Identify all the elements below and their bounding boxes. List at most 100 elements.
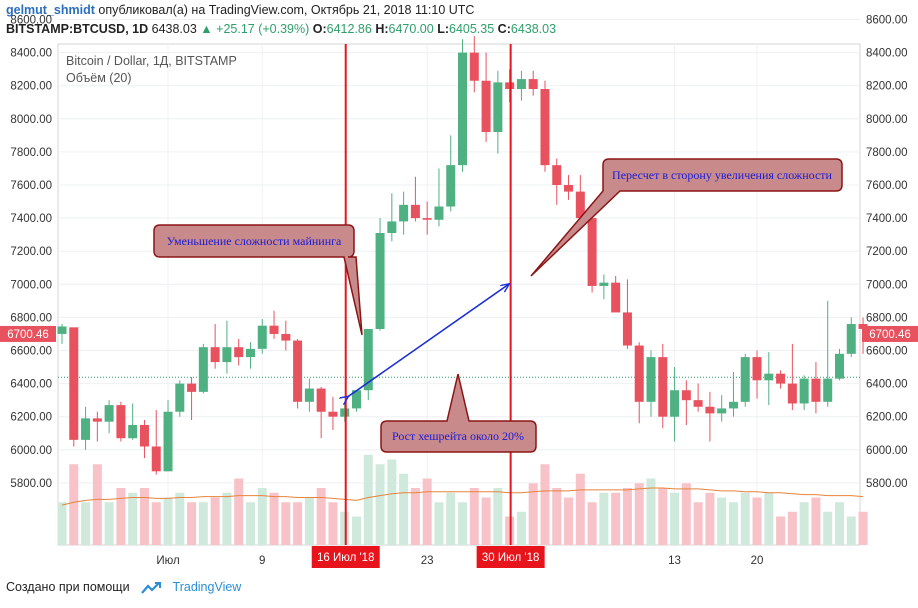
close-value: 6438.03: [510, 22, 557, 36]
callout-difficulty-decrease[interactable]: Уменьшение сложности майнинга: [153, 224, 363, 336]
candle-body: [422, 218, 432, 220]
volume-bar: [104, 502, 114, 545]
tradingview-link[interactable]: TradingView: [172, 580, 242, 594]
volume-bar: [81, 502, 91, 545]
callout-hashrate-growth[interactable]: Рост хешрейта около 20%: [380, 373, 537, 453]
candle-body: [646, 357, 656, 402]
candle-body: [764, 373, 774, 381]
price-chart[interactable]: 5800.00 5800.00 6000.00 6000.00 6200.00 6200.…: [0, 0, 918, 575]
volume-bar: [787, 511, 797, 545]
candle-body: [681, 390, 691, 401]
y-tick-label-right: 7800.00: [866, 147, 908, 159]
volume-bar: [540, 464, 550, 545]
footer: Создано при помощи TradingView: [6, 580, 241, 595]
ohlc-bar: BITSTAMP:BTCUSD, 1D 6438.03 ▲ +25.17 (+0…: [6, 22, 556, 36]
candle-body: [564, 185, 574, 192]
x-tick-label: 13: [668, 555, 681, 567]
volume-bar: [187, 502, 197, 545]
volume-bar: [163, 497, 173, 545]
volume-bar: [387, 459, 397, 545]
marker-label-jul16: 16 Июл '18: [311, 546, 380, 568]
candle-body: [245, 348, 255, 358]
candle-body: [811, 378, 821, 402]
volume-bar: [316, 488, 326, 545]
volume-bar: [245, 502, 255, 545]
candle-body: [740, 357, 750, 402]
volume-bar: [458, 502, 468, 545]
candle-body: [611, 282, 621, 313]
candle-body: [399, 204, 409, 222]
volume-bar: [646, 478, 656, 545]
candle-body: [410, 204, 420, 219]
candle-body: [210, 347, 220, 363]
candle-body: [823, 378, 833, 402]
volume-bar: [198, 502, 208, 545]
candle-body: [175, 383, 185, 412]
candle-body: [234, 347, 244, 358]
candle-body: [198, 347, 208, 392]
y-tick-label-right: 6200.00: [866, 412, 908, 424]
volume-bar: [375, 464, 385, 545]
y-tick-label-left: 7800.00: [10, 147, 52, 159]
candle-body: [622, 312, 632, 346]
tradingview-logo-icon: [141, 581, 162, 594]
y-tick-label-right: 7400.00: [866, 213, 908, 225]
volume-bar: [528, 483, 538, 545]
candle-body: [69, 327, 79, 440]
y-tick-label-left: 6200.00: [10, 412, 52, 424]
y-tick-label-left: 8200.00: [10, 81, 52, 93]
price-badge-right-text: 6700.46: [869, 329, 911, 341]
x-tick-label: 20: [751, 555, 764, 567]
volume-bar: [776, 516, 786, 545]
volume-bar: [116, 488, 126, 545]
volume-bar: [611, 492, 621, 545]
candle-body: [787, 383, 797, 404]
candle-body: [434, 206, 444, 220]
volume-bar: [92, 464, 102, 545]
volume-bar: [834, 502, 844, 545]
y-tick-label-left: 5800.00: [10, 478, 52, 490]
y-tick-label-right: 8400.00: [866, 48, 908, 60]
candle-body: [151, 446, 161, 472]
volume-bar: [622, 488, 632, 545]
volume-bar: [304, 497, 314, 545]
volume-bar: [57, 502, 67, 545]
y-tick-label-right: 5800.00: [866, 478, 908, 490]
y-tick-label-right: 6600.00: [866, 346, 908, 358]
callout-difficulty-increase[interactable]: Пересчет в сторону увеличения сложности: [530, 158, 843, 277]
candle-body: [446, 165, 456, 207]
candle-body: [81, 418, 91, 440]
low-value: 6405.35: [449, 22, 495, 36]
candle-body: [293, 340, 303, 402]
made-with-text: Создано при помощи: [6, 580, 130, 594]
candle-body: [728, 401, 738, 409]
x-tick-label: 23: [421, 555, 434, 567]
volume-ma-line: [61, 487, 864, 506]
candle-body: [752, 357, 762, 381]
candle-body: [481, 80, 491, 133]
high-value: 6470.00: [388, 22, 434, 36]
x-tick-label: 9: [259, 555, 265, 567]
y-tick-label-right: 6000.00: [866, 445, 908, 457]
volume-bar: [434, 502, 444, 545]
candle-body: [493, 82, 503, 133]
y-tick-label-left: 6600.00: [10, 346, 52, 358]
candle-body: [552, 165, 562, 185]
volume-bar: [564, 497, 574, 545]
symbol-label: BITSTAMP:BTCUSD, 1D: [6, 22, 149, 36]
y-tick-label-right: 7200.00: [866, 246, 908, 258]
y-tick-label-left: 8400.00: [10, 48, 52, 60]
volume-bar: [728, 502, 738, 545]
candle-body: [658, 357, 668, 417]
volume-bar: [363, 454, 373, 545]
callout-hashrate-growth-text: Рост хешрейта около 20%: [392, 429, 524, 443]
volume-bar: [281, 502, 291, 545]
candle-body: [599, 282, 609, 286]
volume-bar: [234, 478, 244, 545]
candle-body: [187, 383, 197, 392]
volume-bar: [469, 488, 479, 545]
username-link[interactable]: gelmut_shmidt: [6, 3, 95, 17]
y-tick-label-left: 8000.00: [10, 114, 52, 126]
open-label: O:: [312, 22, 327, 36]
volume-bar: [69, 464, 79, 545]
